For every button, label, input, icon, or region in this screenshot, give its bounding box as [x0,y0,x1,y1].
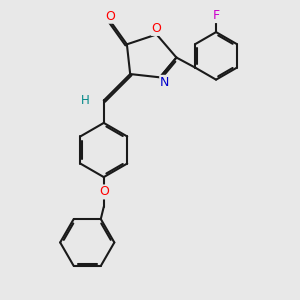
Text: H: H [81,94,90,107]
Text: O: O [105,10,115,23]
Text: F: F [212,9,220,22]
Text: N: N [160,76,170,89]
Text: O: O [152,22,161,35]
Text: O: O [99,185,109,198]
